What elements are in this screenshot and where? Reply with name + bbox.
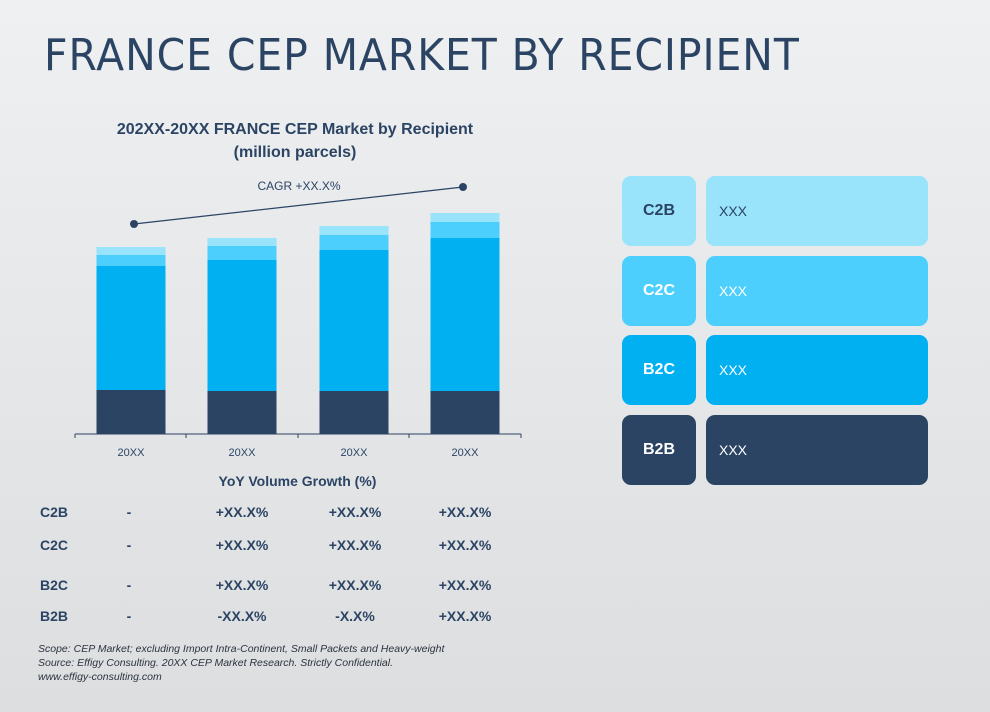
chart-title: 202XX-20XX FRANCE CEP Market by Recipien… <box>90 118 500 164</box>
bar-b2c <box>207 260 277 391</box>
yoy-title: YoY Volume Growth (%) <box>218 473 377 489</box>
cagr-start-dot <box>130 220 138 228</box>
x-tick-label: 20XX <box>341 447 369 459</box>
footer-scope: Scope: CEP Market; excluding Import Intr… <box>38 643 445 655</box>
yoy-row-label: B2B <box>40 608 69 624</box>
bar-b2b <box>319 391 389 434</box>
x-tick-label: 20XX <box>452 447 480 459</box>
yoy-cell: +XX.X% <box>438 577 492 593</box>
yoy-cell: +XX.X% <box>328 537 382 553</box>
bar-c2b <box>96 247 166 255</box>
bar-c2c <box>207 246 277 260</box>
x-tick-label: 20XX <box>229 447 257 459</box>
yoy-cell: - <box>126 504 132 520</box>
yoy-cell: - <box>126 537 132 553</box>
yoy-cell: +XX.X% <box>328 504 382 520</box>
bar-b2b <box>207 391 277 434</box>
yoy-cell: +XX.X% <box>438 537 492 553</box>
bar-c2b <box>319 226 389 235</box>
legend-label-b2c: B2C <box>622 335 696 405</box>
bar-b2b <box>430 391 500 434</box>
yoy-cell: +XX.X% <box>438 608 492 624</box>
bar-c2c <box>319 235 389 250</box>
footer-source: Source: Effigy Consulting. 20XX CEP Mark… <box>38 657 394 669</box>
legend-value-c2b: XXX <box>706 176 928 246</box>
yoy-row-label: C2C <box>40 537 69 553</box>
yoy-cell: -XX.X% <box>217 608 267 624</box>
page-title: FRANCE CEP MARKET BY RECIPIENT <box>44 30 800 81</box>
bar-b2c <box>96 266 166 390</box>
legend-value-b2b: XXX <box>706 415 928 485</box>
yoy-cell: +XX.X% <box>328 577 382 593</box>
bar-c2b <box>207 238 277 246</box>
yoy-row-label: B2C <box>40 577 69 593</box>
yoy-cell: +XX.X% <box>215 577 269 593</box>
yoy-cell: - <box>126 577 132 593</box>
yoy-cell: - <box>126 608 132 624</box>
chart-subtitle: (million parcels) <box>233 144 357 161</box>
legend-label-c2b: C2B <box>622 176 696 246</box>
bar-b2c <box>430 238 500 391</box>
legend-label-c2c: C2C <box>622 256 696 326</box>
bar-b2b <box>96 390 166 434</box>
bar-c2c <box>430 222 500 238</box>
bar-c2b <box>430 213 500 222</box>
footer-website[interactable]: www.effigy-consulting.com <box>38 671 162 683</box>
bar-c2c <box>96 255 166 266</box>
bar-b2c <box>319 250 389 391</box>
yoy-cell: +XX.X% <box>215 537 269 553</box>
yoy-cell: +XX.X% <box>215 504 269 520</box>
yoy-cell: +XX.X% <box>438 504 492 520</box>
x-tick-label: 20XX <box>118 447 146 459</box>
cagr-label: CAGR +XX.X% <box>257 179 340 193</box>
legend-value-b2c: XXX <box>706 335 928 405</box>
chart-title-main: 202XX-20XX FRANCE CEP Market by Recipien… <box>116 121 474 138</box>
yoy-cell: -X.X% <box>335 608 375 624</box>
cagr-line <box>133 186 464 225</box>
legend-value-c2c: XXX <box>706 256 928 326</box>
yoy-row-label: C2B <box>40 504 69 520</box>
legend-label-b2b: B2B <box>622 415 696 485</box>
cagr-end-dot <box>459 183 467 191</box>
